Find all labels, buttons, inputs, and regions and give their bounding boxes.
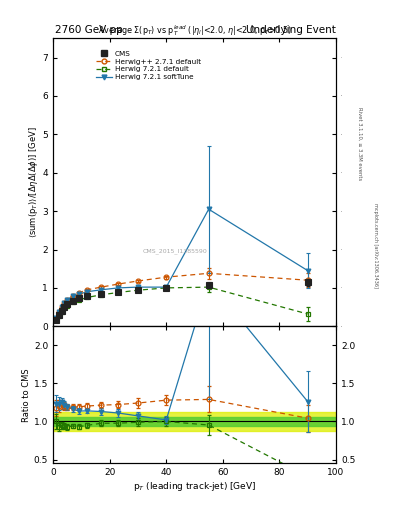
Y-axis label: Ratio to CMS: Ratio to CMS: [22, 368, 31, 421]
Text: Underlying Event: Underlying Event: [246, 25, 336, 35]
Y-axis label: $\langle$sum(p$_T$)$\rangle$/$[\Delta\eta\Delta(\Delta\phi)]$ [GeV]: $\langle$sum(p$_T$)$\rangle$/$[\Delta\et…: [27, 126, 40, 238]
Text: 2760 GeV pp: 2760 GeV pp: [55, 25, 123, 35]
Text: mcplots.cern.ch [arXiv:1306.3436]: mcplots.cern.ch [arXiv:1306.3436]: [373, 203, 378, 288]
Text: Rivet 3.1.10, ≥ 3.3M events: Rivet 3.1.10, ≥ 3.3M events: [357, 106, 362, 180]
Title: Average $\Sigma$(p$_T$) vs p$_T^{lead}$ ($|\eta_l|$<2.0, $\eta$|<2.0, p$_T$>0.5): Average $\Sigma$(p$_T$) vs p$_T^{lead}$ …: [97, 24, 292, 38]
Text: CMS_2015_I1385590: CMS_2015_I1385590: [142, 249, 207, 254]
X-axis label: p$_T$ (leading track-jet) [GeV]: p$_T$ (leading track-jet) [GeV]: [133, 480, 256, 493]
Legend: CMS, Herwig++ 2.7.1 default, Herwig 7.2.1 default, Herwig 7.2.1 softTune: CMS, Herwig++ 2.7.1 default, Herwig 7.2.…: [94, 48, 204, 83]
